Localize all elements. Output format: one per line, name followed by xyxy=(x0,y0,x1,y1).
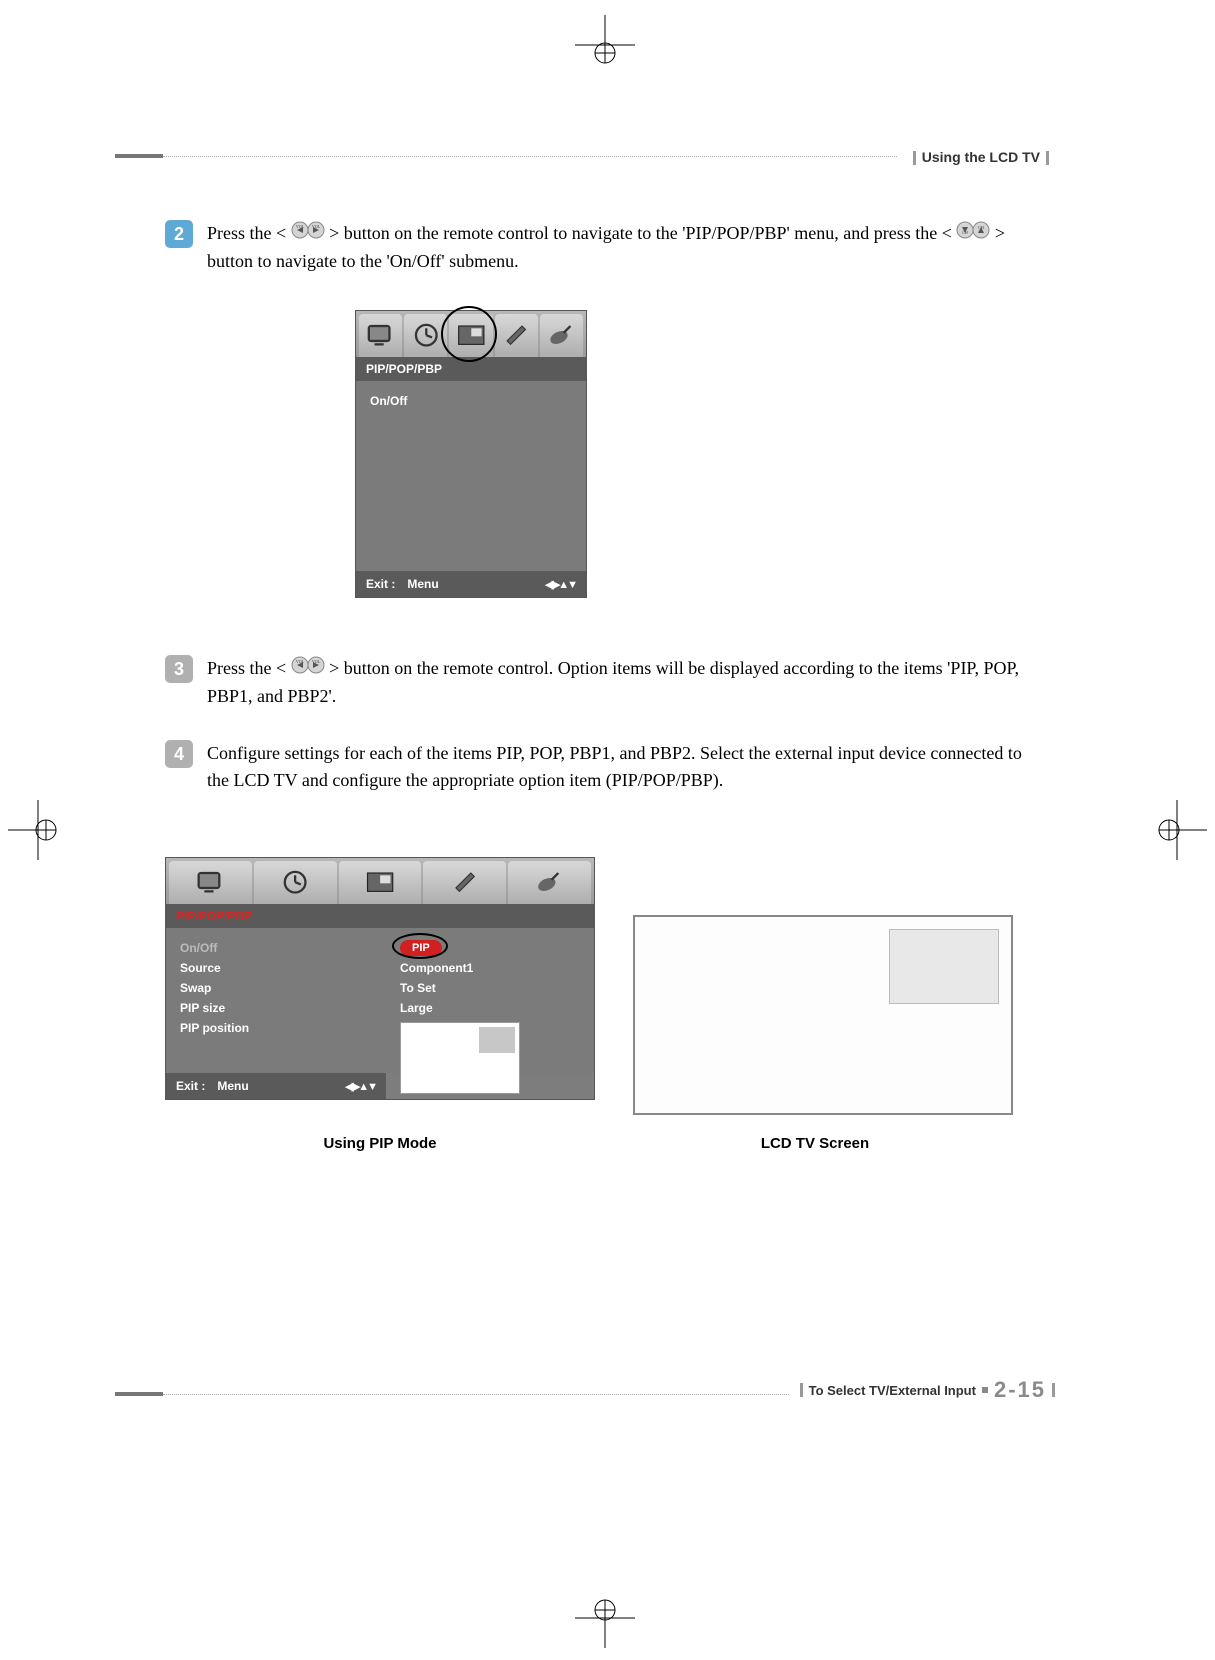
osd1-menu-label: Menu xyxy=(407,577,438,591)
osd2-title: PIP/POP/PBP xyxy=(166,904,594,928)
osd1-exit-label: Exit : xyxy=(366,577,395,591)
osd2-item-swap: Swap xyxy=(180,978,360,998)
step-3-badge: 3 xyxy=(165,655,193,683)
osd2-tab-clock-icon xyxy=(254,861,337,904)
osd2-item-source: Source xyxy=(180,958,360,978)
header-title: Using the LCD TV xyxy=(897,149,1055,165)
vol-buttons-icon: VOLVOL xyxy=(291,220,325,247)
step-3: 3 Press the < VOLVOL > button on the rem… xyxy=(165,655,1025,710)
footer-title-block: To Select TV/External Input 2-15 xyxy=(790,1377,1055,1403)
lcd-tv-screen xyxy=(633,915,1013,1115)
osd1-tab-highlight-circle xyxy=(441,306,497,362)
osd2-body: On/Off Source Swap PIP size PIP position… xyxy=(166,928,594,1073)
vol-buttons-icon-2: VOLVOL xyxy=(291,655,325,682)
osd1-tab-setup-icon xyxy=(495,314,538,357)
osd2-val-large: Large xyxy=(400,998,580,1018)
osd2-exit-label: Exit : xyxy=(176,1079,205,1093)
caption-using-pip: Using PIP Mode xyxy=(280,1135,480,1152)
osd2-pip-preview xyxy=(400,1022,520,1094)
crop-mark-top xyxy=(575,15,635,75)
step-4: 4 Configure settings for each of the ite… xyxy=(165,740,1025,794)
osd1-footer: Exit : Menu ◀▶▲▼ xyxy=(356,571,586,597)
osd2-tab-setup-icon xyxy=(423,861,506,904)
crop-mark-left xyxy=(8,800,68,860)
osd2-tabs xyxy=(166,858,594,904)
step-2-badge: 2 xyxy=(165,220,193,248)
osd1-item-onoff: On/Off xyxy=(370,391,407,561)
step-2-text: Press the < VOLVOL > button on the remot… xyxy=(207,220,1025,275)
osd2-item-pipposition: PIP position xyxy=(180,1018,360,1038)
osd-menu-2: PIP/POP/PBP On/Off Source Swap PIP size … xyxy=(165,857,595,1100)
step-3-text: Press the < VOLVOL > button on the remot… xyxy=(207,655,1025,710)
osd2-val-component1: Component1 xyxy=(400,958,580,978)
osd2-left-col: On/Off Source Swap PIP size PIP position xyxy=(180,938,360,1063)
osd2-item-pipsize: PIP size xyxy=(180,998,360,1018)
osd2-tab-pip-icon xyxy=(339,861,422,904)
osd-menu-1: PIP/POP/PBP On/Off Exit : Menu ◀▶▲▼ xyxy=(355,310,587,598)
osd1-tab-satellite-icon xyxy=(540,314,583,357)
svg-text:VOL: VOL xyxy=(296,224,305,229)
osd2-val-toset: To Set xyxy=(400,978,580,998)
step-2: 2 Press the < VOLVOL > button on the rem… xyxy=(165,220,1025,275)
osd2-footer: Exit : Menu ◀▶▲▼ xyxy=(166,1073,386,1099)
osd2-arrows: ◀▶▲▼ xyxy=(345,1080,376,1093)
osd2-tab-tv-icon xyxy=(169,861,252,904)
svg-text:VOL: VOL xyxy=(296,659,305,664)
page-number: 2-15 xyxy=(994,1377,1046,1403)
step-4-badge: 4 xyxy=(165,740,193,768)
footer-title: To Select TV/External Input xyxy=(809,1383,976,1398)
osd2-right-col: PIP Component1 To Set Large xyxy=(400,938,580,1063)
crop-mark-bottom xyxy=(575,1588,635,1648)
osd2-tab-satellite-icon xyxy=(508,861,591,904)
caption-lcd-screen: LCD TV Screen xyxy=(715,1135,915,1152)
osd2-pip-highlight-circle xyxy=(392,933,448,959)
osd2-item-onoff: On/Off xyxy=(180,938,360,958)
page-content: Using the LCD TV 2 Press the < VOLVOL > … xyxy=(115,115,1055,1425)
step-4-text: Configure settings for each of the items… xyxy=(207,740,1025,794)
osd2-menu-label: Menu xyxy=(217,1079,248,1093)
osd1-body: On/Off xyxy=(356,381,586,571)
crop-mark-right xyxy=(1147,800,1207,860)
osd1-tab-tv-icon xyxy=(359,314,402,357)
lcd-tv-pip-box xyxy=(889,929,999,1004)
osd1-arrows: ◀▶▲▼ xyxy=(545,578,576,591)
ch-buttons-icon: CHCH xyxy=(956,220,990,247)
